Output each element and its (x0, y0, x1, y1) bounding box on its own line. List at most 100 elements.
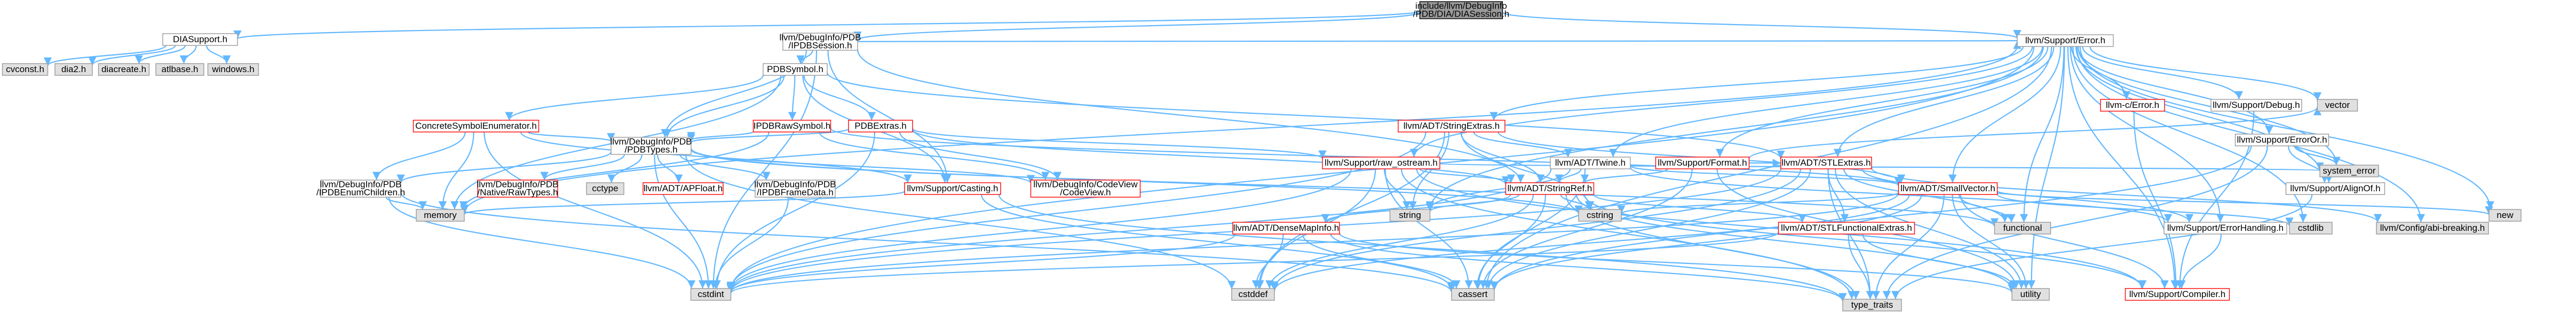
edge-pdbtypes-to-cctype (607, 154, 643, 183)
node-supporterror[interactable]: llvm/Support/Error.h (2017, 34, 2114, 47)
edge-stlextras-to-cassert (1484, 168, 1811, 289)
node-label: llvm/ADT/STLFunctionalExtras.h (1781, 223, 1912, 233)
node-stringref[interactable]: llvm/ADT/StringRef.h (1505, 182, 1595, 195)
node-memory[interactable]: memory (416, 209, 465, 222)
node-cctype[interactable]: cctype (586, 182, 624, 195)
node-box (1398, 120, 1505, 133)
node-box (1994, 222, 2051, 235)
node-label: /CodeView.h (1060, 188, 1111, 198)
node-box (155, 63, 204, 76)
node-utility[interactable]: utility (2011, 288, 2050, 301)
node-pdbsymbol[interactable]: PDBSymbol.h (763, 63, 828, 76)
edge-pdbtypes-to-cstddef (685, 154, 1236, 290)
node-nativeraw[interactable]: llvm/DebugInfo/PDB/Native/RawTypes.h (477, 180, 559, 198)
node-typetraits[interactable]: type_traits (1842, 299, 1902, 312)
node-label: atlbase.h (162, 64, 199, 74)
node-dia2[interactable]: dia2.h (54, 63, 93, 76)
edge-densemapinfo-to-cstddef (1251, 233, 1284, 289)
node-cstdlib[interactable]: cstdlib (2289, 222, 2333, 235)
node-new[interactable]: new (2488, 209, 2522, 222)
node-string[interactable]: string (1389, 209, 1431, 222)
edge-cerror-to-compiler (2133, 111, 2181, 289)
node-densemapinfo[interactable]: llvm/ADT/DenseMapInfo.h (1232, 222, 1340, 235)
node-cerror[interactable]: llvm-c/Error.h (2100, 99, 2165, 112)
node-box (320, 180, 401, 198)
edge-smallvector-to-cstdint (727, 192, 1899, 293)
node-pdbtypes[interactable]: llvm/DebugInfo/PDB/PDBTypes.h (610, 137, 692, 155)
edge-supporterror-to-alignof (2075, 46, 2329, 183)
edge-densemapinfo-to-cassert (1302, 233, 1461, 289)
node-box (1778, 222, 1915, 235)
edge-pdbsession-to-supporterror (857, 40, 2018, 48)
node-cstring[interactable]: cstring (1578, 209, 1622, 222)
edge-frameData-to-cstdint (711, 197, 789, 289)
node-cassert[interactable]: cassert (1451, 288, 1495, 301)
node-box (755, 180, 836, 198)
node-box (1578, 209, 1622, 222)
node-ipdbenum[interactable]: llvm/DebugInfo/PDB/IPDBEnumChildren.h (316, 180, 405, 198)
node-ipdbraw[interactable]: IPDBRawSymbol.h (752, 120, 831, 133)
node-label: /PDBTypes.h (624, 145, 677, 155)
node-vector[interactable]: vector (2317, 99, 2358, 112)
edge-root-to-supporterror (1502, 11, 2022, 39)
node-label: cstdlib (2298, 223, 2324, 233)
edge-supporterror-to-smallvector (1948, 46, 2062, 183)
node-compiler[interactable]: llvm/Support/Compiler.h (2125, 288, 2230, 301)
node-label: llvm/ADT/StringRef.h (1508, 183, 1592, 193)
node-atlbase[interactable]: atlbase.h (155, 63, 204, 76)
node-label: llvm/DebugInfo/CodeView (1033, 180, 1138, 190)
node-systemerror[interactable]: system_error (2319, 165, 2379, 177)
node-stringextras[interactable]: llvm/ADT/StringExtras.h (1398, 120, 1505, 133)
node-alignof[interactable]: llvm/Support/AlignOf.h (2285, 182, 2385, 195)
node-rawostream[interactable]: llvm/Support/raw_ostream.h (1322, 157, 1440, 169)
node-frameData[interactable]: llvm/DebugInfo/PDB/IPDBFrameData.h (754, 180, 836, 198)
node-erroror[interactable]: llvm/Support/ErrorOr.h (2234, 134, 2329, 146)
node-stlextras[interactable]: llvm/ADT/STLExtras.h (1780, 157, 1872, 169)
node-cstdint[interactable]: cstdint (690, 288, 732, 301)
node-functional[interactable]: functional (1994, 222, 2051, 235)
node-supportformat[interactable]: llvm/Support/Format.h (1655, 157, 1750, 169)
edge-stringref-to-cstddef (1265, 194, 1534, 289)
node-root[interactable]: include/llvm/DebugInfo/PDB/DIA/DIASessio… (1413, 1, 1509, 19)
node-label: llvm/Support/Error.h (2025, 35, 2105, 45)
node-apfloat[interactable]: llvm/ADT/APFloat.h (643, 182, 724, 195)
node-label: utility (2020, 289, 2041, 299)
edge-stringextras-to-string (1408, 131, 1449, 210)
node-box (2317, 99, 2358, 112)
node-box (1419, 1, 1503, 19)
edge-concreteenum-to-cstdint (484, 131, 707, 289)
node-box (782, 33, 858, 51)
edge-stlextras-to-functional (1843, 168, 2009, 223)
node-cstddef[interactable]: cstddef (1231, 288, 1275, 301)
node-label: /Native/RawTypes.h (477, 188, 558, 198)
node-smallvector[interactable]: llvm/ADT/SmallVector.h (1898, 182, 1998, 195)
node-concreteenum[interactable]: ConcreteSymbolEnumerator.h (413, 120, 540, 133)
node-configabi[interactable]: llvm/Config/abi-breaking.h (2376, 222, 2489, 235)
node-diasupport[interactable]: DIASupport.h (162, 33, 238, 46)
node-pdbextras[interactable]: PDBExtras.h (848, 120, 913, 133)
node-box (643, 182, 724, 195)
node-supportdebug[interactable]: llvm/Support/Debug.h (2210, 99, 2302, 112)
edge-casting-to-cassert (981, 194, 1456, 290)
node-diacreate[interactable]: diacreate.h (98, 63, 150, 76)
node-cvconst[interactable]: cvconst.h (2, 63, 49, 76)
edge-alignof-to-typetraits (1891, 194, 2313, 300)
node-casting[interactable]: llvm/Support/Casting.h (904, 182, 1001, 195)
node-codeview[interactable]: llvm/DebugInfo/CodeView/CodeView.h (1030, 180, 1141, 198)
edge-densemapinfo-to-cstdint (727, 233, 1236, 293)
node-label: ConcreteSymbolEnumerator.h (415, 121, 537, 131)
edge-pdbtypes-to-frameData (679, 154, 771, 181)
edge-diasupport-to-cvconst (43, 45, 167, 66)
node-box (904, 182, 1001, 195)
node-errorhandling[interactable]: llvm/Support/ErrorHandling.h (2163, 222, 2287, 235)
edge-ipdbraw-to-pdbtypes (687, 131, 754, 141)
node-label: dia2.h (61, 64, 86, 74)
node-pdbsession[interactable]: llvm/DebugInfo/PDB/IPDBSession.h (779, 33, 861, 51)
node-twine[interactable]: llvm/ADT/Twine.h (1550, 157, 1631, 169)
edge-pdbsymbol-to-stlextras (826, 72, 1785, 159)
node-windows[interactable]: windows.h (207, 63, 259, 76)
node-label: include/llvm/DebugInfo (1415, 1, 1507, 11)
node-stlfunctional[interactable]: llvm/ADT/STLFunctionalExtras.h (1778, 222, 1915, 235)
edge-pdbsession-to-stringref (857, 49, 1525, 183)
